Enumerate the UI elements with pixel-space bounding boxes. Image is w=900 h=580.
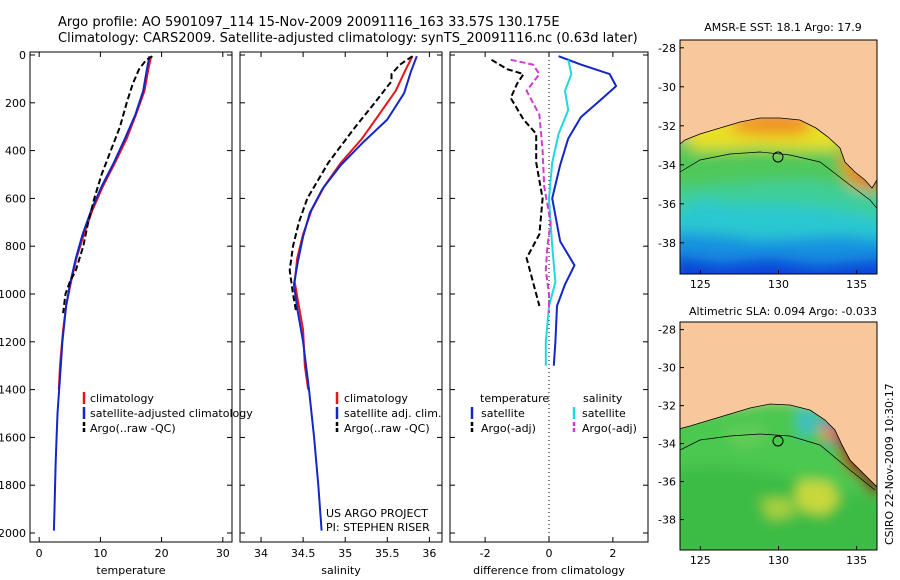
x-axis-label: difference from climatology <box>473 564 625 577</box>
y-tick-label: 1600 <box>0 431 26 444</box>
x-tick-label: 34 <box>254 547 268 560</box>
map-x-tick-label: 135 <box>846 278 867 291</box>
plot-frame <box>239 51 443 543</box>
map-x-tick-label: 130 <box>768 278 789 291</box>
argo-location-marker <box>772 435 784 447</box>
salinity-panel: 34 34.5 35 35.5 36 salinity <box>239 51 443 577</box>
map-x-tick-label: 125 <box>690 554 711 567</box>
header-line2: Climatology: CARS2009. Satellite-adjuste… <box>58 31 638 46</box>
legend-label-climatology: climatology <box>344 392 408 405</box>
y-tick-label: 0 <box>19 49 26 62</box>
y-tick-label: 2000 <box>0 527 26 540</box>
sst-map <box>680 40 877 274</box>
legend-label-satellite: satellite-adjusted climatology <box>90 407 253 420</box>
x-axis-label: salinity <box>321 564 361 577</box>
x-axis-label: temperature <box>96 564 165 577</box>
temperature-panel: 0 10 20 30 0 200 400 600 800 1000 1200 1400 1600 1800… <box>0 49 233 577</box>
map2-title: Altimetric SLA: 0.094 Argo: -0.033 <box>689 305 877 318</box>
legend-label-satellite: satellite adj. clim. <box>344 407 441 420</box>
y-tick-label: 1800 <box>0 479 26 492</box>
map-x-tick-label: 130 <box>768 554 789 567</box>
credit-project: US ARGO PROJECT <box>326 507 428 520</box>
map-y-tick-label: -34 <box>658 159 676 172</box>
series-line-argo <box>62 55 153 314</box>
salinity-legend: climatology satellite adj. clim. Argo(..… <box>335 392 441 435</box>
credit-stamp: CSIRO 22-Nov-2009 10:30:17 <box>883 383 896 545</box>
credit-pi: PI: STEPHEN RISER <box>326 521 430 534</box>
y-tick-label: 400 <box>5 145 26 158</box>
map1-axes: 125 130 135 -28 -30 -32 -34 -36 -38 <box>658 42 867 291</box>
legend-label-salinity-satellite: satellite <box>582 407 626 420</box>
map-x-tick-label: 125 <box>690 278 711 291</box>
x-tick-label: 34.5 <box>291 547 316 560</box>
y-tick-label: 1400 <box>0 384 26 397</box>
y-tick-label: 200 <box>5 97 26 110</box>
temperature-legend: climatology satellite-adjusted climatolo… <box>82 392 253 435</box>
map1-title: AMSR-E SST: 18.1 Argo: 17.9 <box>704 21 862 34</box>
series-line-salinity-argo-adj <box>510 58 552 314</box>
map-y-tick-label: -30 <box>658 362 676 375</box>
sla-map <box>680 322 877 550</box>
map-y-tick-label: -32 <box>658 120 676 133</box>
map-y-tick-label: -32 <box>658 400 676 413</box>
y-tick-label: 600 <box>5 192 26 205</box>
argo-location-marker <box>772 151 784 163</box>
x-tick-label: 36 <box>422 547 436 560</box>
map-y-tick-label: -38 <box>658 514 676 527</box>
legend-label-climatology: climatology <box>90 392 154 405</box>
x-tick-label: 2 <box>609 547 616 560</box>
x-tick-label: 0 <box>36 547 43 560</box>
map-x-tick-label: 135 <box>846 554 867 567</box>
series-line-satellite <box>292 55 418 531</box>
map-y-tick-label: -30 <box>658 81 676 94</box>
map-y-tick-label: -36 <box>658 198 676 211</box>
series-line-satellite <box>52 56 151 531</box>
series-line-temperature-argo-adj <box>490 58 544 307</box>
series-line-temperature-satellite <box>551 55 618 366</box>
y-tick-label: 800 <box>5 240 26 253</box>
x-tick-label: -2 <box>480 547 491 560</box>
map2-axes: 125 130 135 -28 -30 -32 -34 -36 -38 <box>658 324 867 567</box>
x-tick-label: 35 <box>338 547 352 560</box>
legend-label-argo: Argo(..raw -QC) <box>90 422 176 435</box>
x-tick-label: 0 <box>546 547 553 560</box>
x-tick-label: 20 <box>155 547 169 560</box>
map-y-tick-label: -28 <box>658 42 676 55</box>
header-line1: Argo profile: AO 5901097_114 15-Nov-2009… <box>58 15 560 30</box>
x-tick-label: 30 <box>216 547 230 560</box>
legend-header-salinity: salinity <box>583 392 623 405</box>
legend-header-temperature: temperature <box>480 392 549 405</box>
plot-frame <box>29 51 233 543</box>
y-tick-label: 1000 <box>0 288 26 301</box>
difference-panel: -2 0 2 difference from climatology <box>449 51 649 577</box>
map-y-tick-label: -36 <box>658 476 676 489</box>
difference-legend: temperature salinity satellite Argo(-adj… <box>470 392 637 435</box>
x-tick-label: 35.5 <box>375 547 400 560</box>
x-tick-label: 10 <box>93 547 107 560</box>
y-tick-label: 1200 <box>0 336 26 349</box>
map-y-tick-label: -38 <box>658 237 676 250</box>
legend-label-temperature-satellite: satellite <box>481 407 525 420</box>
legend-label-temperature-argo: Argo(-adj) <box>481 422 536 435</box>
legend-label-argo: Argo(..raw -QC) <box>344 422 430 435</box>
series-line-argo <box>288 55 414 314</box>
legend-label-salinity-argo: Argo(-adj) <box>582 422 637 435</box>
map-y-tick-label: -28 <box>658 324 676 337</box>
map-y-tick-label: -34 <box>658 438 676 451</box>
